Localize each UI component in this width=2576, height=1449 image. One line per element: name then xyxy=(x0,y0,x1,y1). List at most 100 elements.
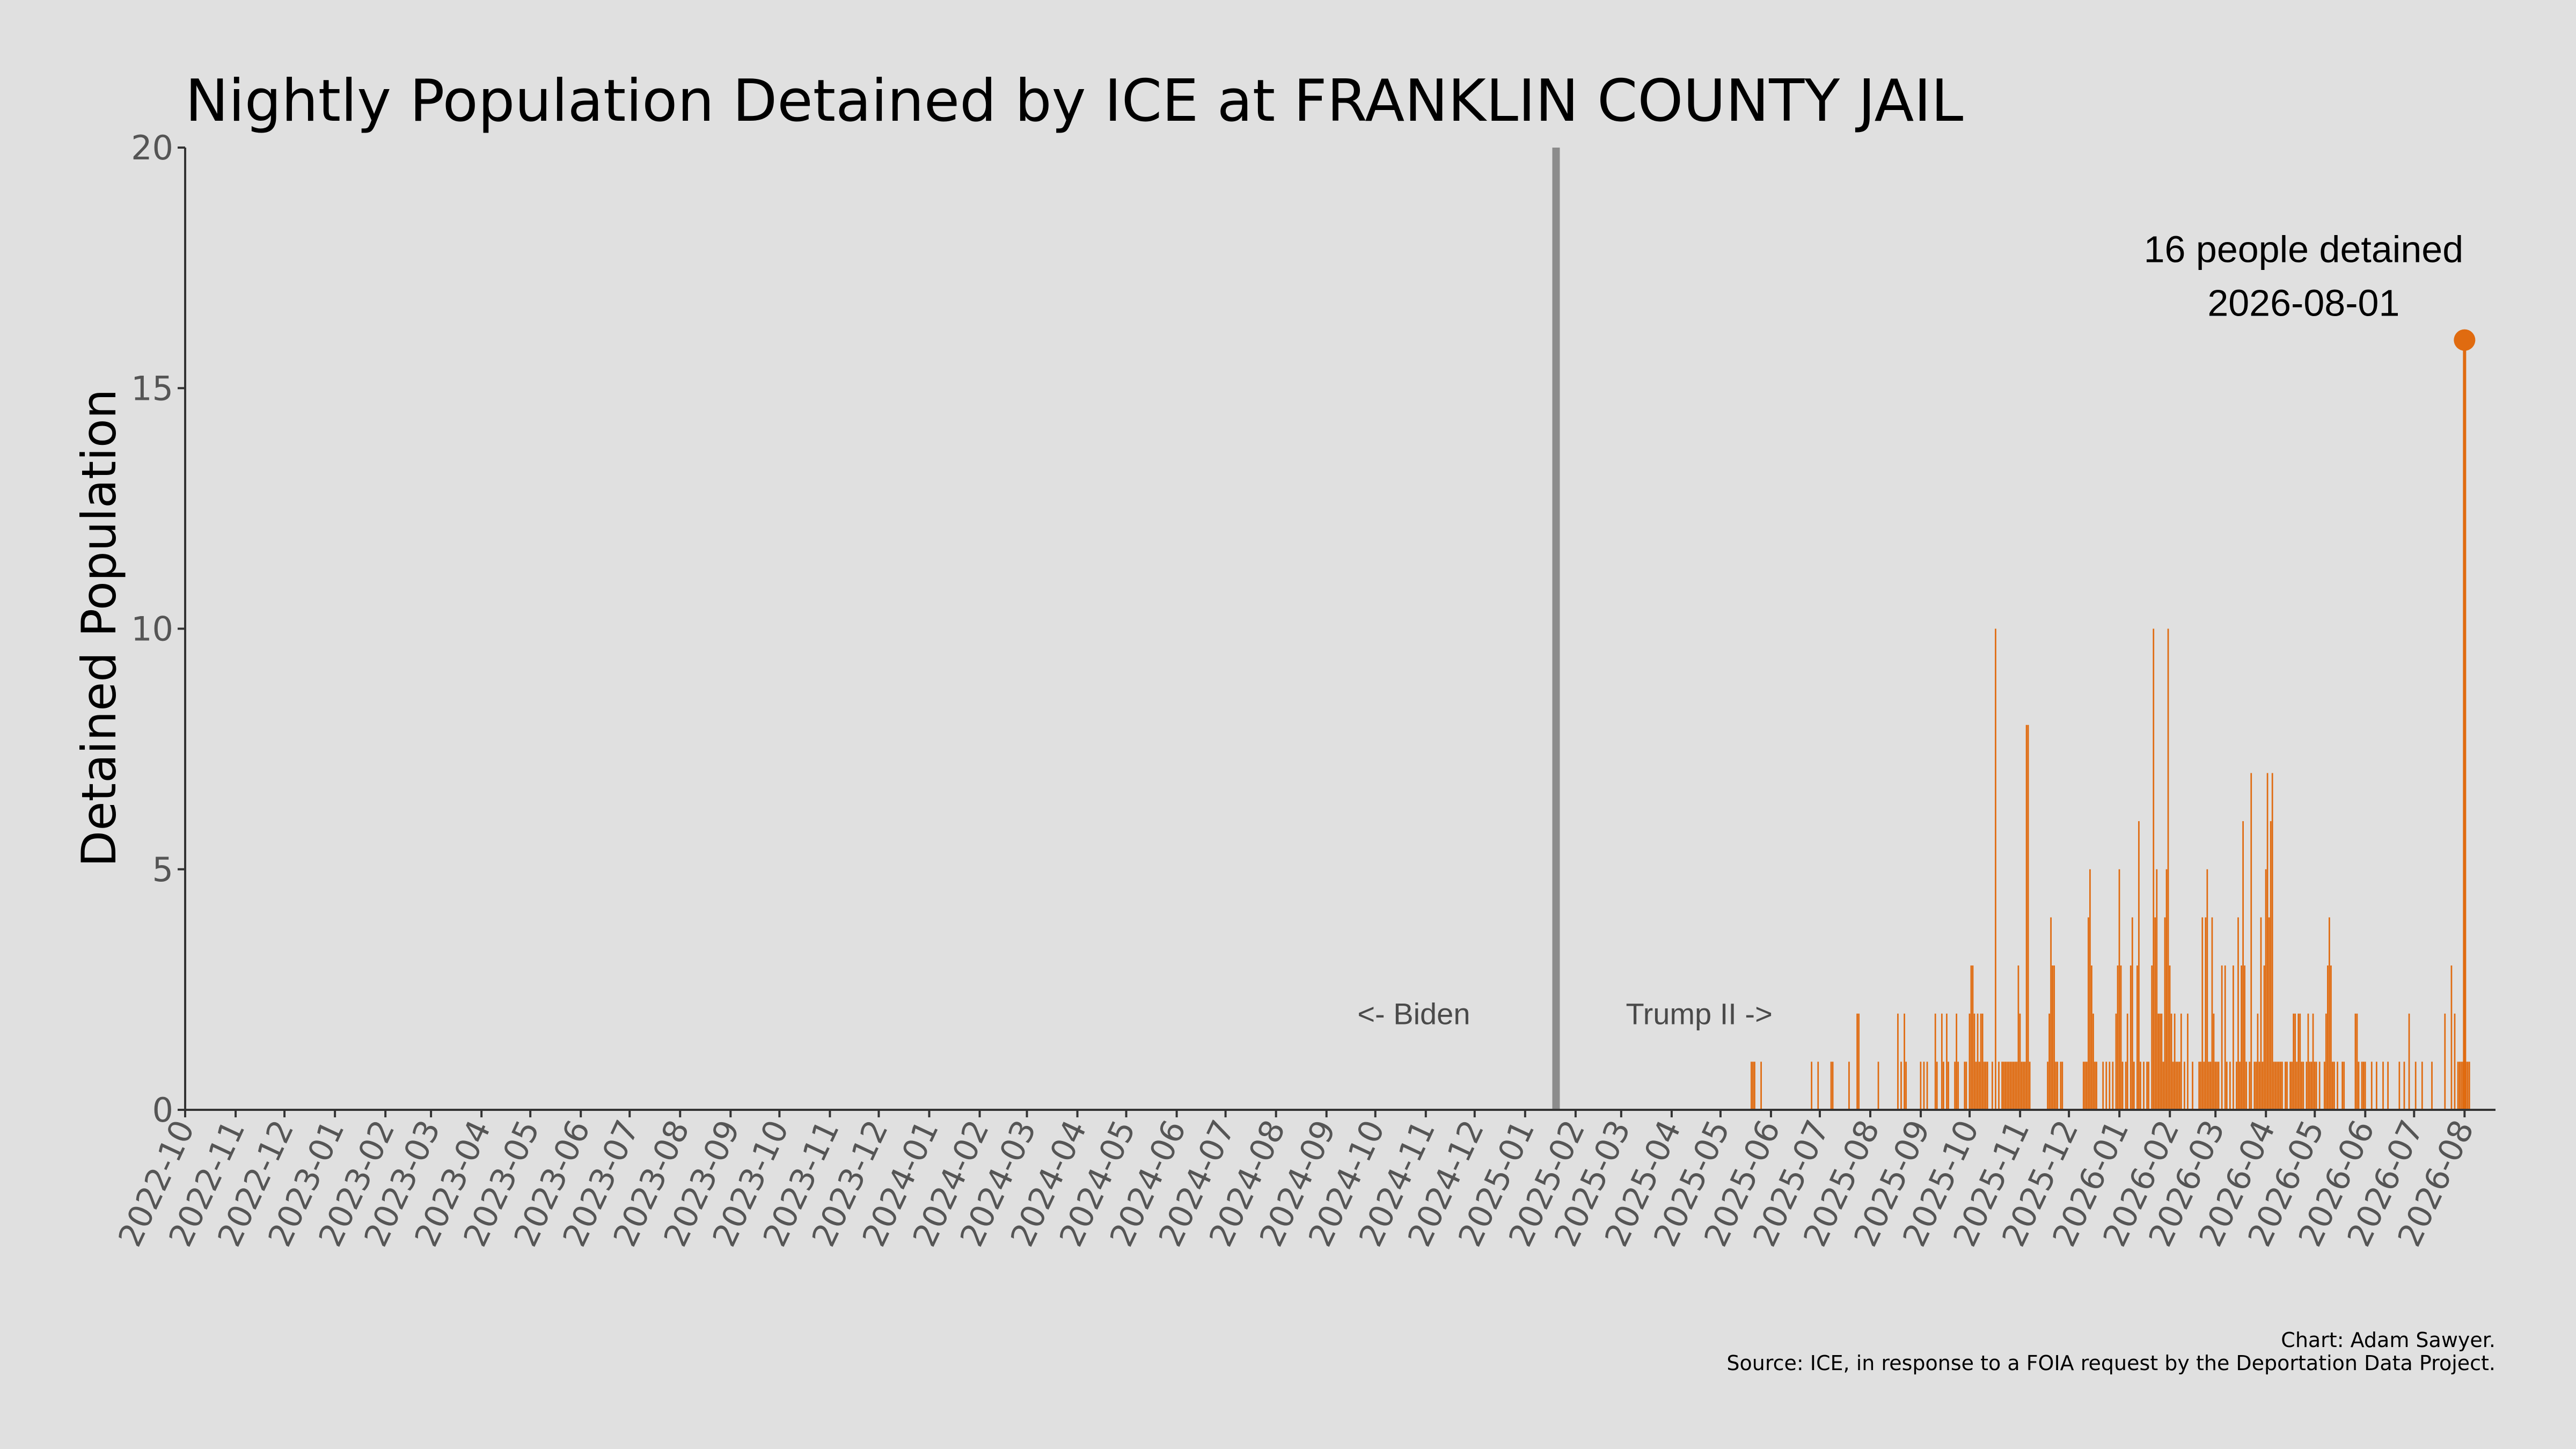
y-tick-label: 15 xyxy=(131,369,173,408)
bar-2025-09-14 xyxy=(1941,1013,1943,1110)
bar-2025-07-09 xyxy=(1832,1062,1834,1110)
bar-2026-03-02 xyxy=(2216,1062,2218,1110)
bar-2025-10-22 xyxy=(2003,1062,2004,1110)
bar-2025-08-06 xyxy=(1877,1062,1879,1110)
bar-2025-05-20 xyxy=(1751,1062,1752,1110)
bar-2026-07-31 xyxy=(2462,1062,2464,1110)
bar-2026-04-21 xyxy=(2297,1013,2300,1110)
bar-2026-03-14 xyxy=(2236,1062,2237,1110)
bar-2025-12-11 xyxy=(2084,1062,2086,1110)
bars-layer xyxy=(1751,340,2470,1110)
bar-2026-04-01 xyxy=(2265,869,2267,1110)
bar-2025-08-20 xyxy=(1900,1062,1902,1110)
bar-2026-01-24 xyxy=(2156,869,2158,1110)
bar-2026-07-28 xyxy=(2457,1062,2459,1110)
bar-2025-11-02 xyxy=(2021,1062,2023,1110)
bar-2026-04-27 xyxy=(2307,1013,2309,1110)
bar-2025-10-10 xyxy=(1983,1062,1985,1110)
bar-2025-11-04 xyxy=(2024,1062,2026,1110)
bar-2026-04-17 xyxy=(2291,1062,2293,1110)
bar-2025-05-26 xyxy=(1760,1062,1762,1110)
bar-2026-01-19 xyxy=(2148,1062,2150,1110)
bar-2026-01-22 xyxy=(2153,628,2155,1110)
bar-2025-09-23 xyxy=(1956,1013,1958,1110)
bar-2026-05-30 xyxy=(2361,1062,2363,1110)
bar-2026-01-14 xyxy=(2140,1062,2141,1110)
bar-2025-08-22 xyxy=(1904,1013,1905,1110)
bar-2026-01-26 xyxy=(2159,1013,2161,1110)
bar-2025-09-24 xyxy=(1957,1062,1959,1110)
bar-2025-10-04 xyxy=(1973,1013,1975,1110)
bar-2026-03-18 xyxy=(2242,821,2244,1110)
bar-2026-05-15 xyxy=(2337,1062,2338,1110)
bar-2025-06-26 xyxy=(1811,1062,1813,1110)
bar-2025-10-03 xyxy=(1972,965,1974,1110)
bar-2026-02-21 xyxy=(2201,917,2204,1110)
bar-2026-02-22 xyxy=(2203,1062,2205,1110)
bar-2026-04-07 xyxy=(2274,1062,2277,1110)
bar-2026-02-10 xyxy=(2184,1062,2185,1110)
bar-2025-10-05 xyxy=(1975,1062,1977,1110)
bar-2025-10-15 xyxy=(1992,1062,1993,1110)
bar-2026-01-12 xyxy=(2136,965,2138,1110)
bar-2025-11-20 xyxy=(2050,917,2052,1110)
bar-2025-11-22 xyxy=(2053,965,2055,1110)
bar-2025-10-28 xyxy=(2012,1062,2015,1110)
bar-2025-12-22 xyxy=(2102,1062,2104,1110)
bar-2026-07-02 xyxy=(2414,1062,2417,1110)
bar-2026-02-05 xyxy=(2175,1062,2177,1110)
bar-2026-03-31 xyxy=(2263,965,2265,1110)
bar-2026-03-15 xyxy=(2237,917,2239,1110)
bar-2026-01-06 xyxy=(2126,1013,2128,1110)
y-tick-label: 20 xyxy=(131,128,173,167)
bar-2025-07-08 xyxy=(1830,1062,1832,1110)
bar-2026-03-20 xyxy=(2245,1062,2248,1110)
bar-2026-03-07 xyxy=(2224,965,2226,1110)
bar-2026-04-05 xyxy=(2271,773,2273,1110)
source-line: Source: ICE, in response to a FOIA reque… xyxy=(1726,1351,2496,1375)
bar-2025-10-12 xyxy=(1986,1062,1988,1110)
bar-2025-10-26 xyxy=(2009,1062,2011,1110)
bar-2026-02-28 xyxy=(2213,1013,2215,1110)
bar-2026-05-18 xyxy=(2341,1062,2344,1110)
bar-2025-12-10 xyxy=(2082,1062,2084,1110)
bar-2026-05-27 xyxy=(2356,1013,2358,1110)
bar-2025-10-29 xyxy=(2014,1062,2016,1110)
bar-2026-05-10 xyxy=(2329,917,2330,1110)
bar-2026-02-26 xyxy=(2209,1062,2212,1110)
bar-2025-11-18 xyxy=(2047,1062,2048,1110)
bar-2026-02-01 xyxy=(2169,965,2171,1110)
bar-2026-02-20 xyxy=(2200,1062,2202,1110)
bar-2025-07-24 xyxy=(1856,1013,1858,1110)
bar-2025-12-16 xyxy=(2092,1013,2094,1110)
bar-2026-07-12 xyxy=(2431,1062,2433,1110)
bar-2025-10-02 xyxy=(1970,965,1972,1110)
bar-2026-03-16 xyxy=(2239,1062,2241,1110)
bar-2025-11-01 xyxy=(2019,1013,2021,1110)
bar-2026-01-13 xyxy=(2138,821,2140,1110)
bar-2026-02-24 xyxy=(2206,869,2208,1110)
bar-2026-04-11 xyxy=(2281,1062,2283,1110)
bar-2026-04-09 xyxy=(2278,1062,2280,1110)
peak-label-date: 2026-08-01 xyxy=(2207,282,2399,324)
bar-2025-12-18 xyxy=(2096,1062,2097,1110)
bar-2026-02-15 xyxy=(2192,1062,2193,1110)
bar-2026-06-01 xyxy=(2364,1062,2366,1110)
bar-2025-12-17 xyxy=(2094,1062,2096,1110)
bar-2025-10-17 xyxy=(1995,628,1996,1110)
bar-2026-05-19 xyxy=(2343,1062,2345,1110)
bar-2026-04-02 xyxy=(2266,773,2268,1110)
bar-2026-04-13 xyxy=(2285,1062,2286,1110)
bar-2026-05-07 xyxy=(2323,1062,2325,1110)
bar-2025-12-26 xyxy=(2109,1062,2111,1110)
y-tick-label: 0 xyxy=(152,1091,173,1130)
y-tick-label: 10 xyxy=(131,610,173,649)
bar-2026-03-23 xyxy=(2250,773,2252,1110)
peak-label-count: 16 people detained xyxy=(2144,229,2464,270)
bar-2025-09-29 xyxy=(1965,1062,1967,1110)
bar-2026-01-01 xyxy=(2118,869,2120,1110)
bar-2026-04-03 xyxy=(2268,917,2270,1110)
bar-2025-07-25 xyxy=(1858,1013,1860,1110)
bar-2025-09-22 xyxy=(1954,1062,1956,1110)
bar-2025-10-08 xyxy=(1980,1013,1982,1110)
